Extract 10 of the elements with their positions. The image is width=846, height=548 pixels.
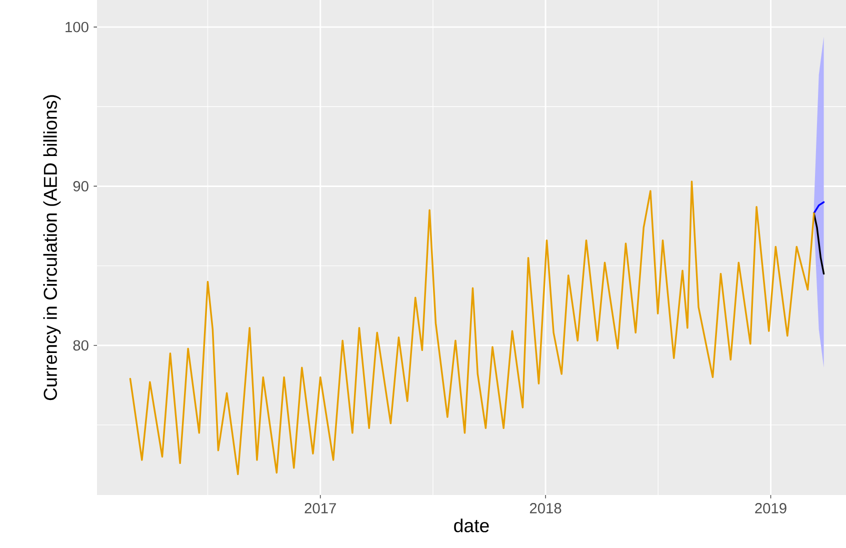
x-tick-label: 2018: [530, 503, 562, 514]
x-tick-label: 2017: [304, 503, 336, 514]
x-axis-title: date: [454, 518, 489, 532]
y-tick-label: 100: [66, 22, 88, 32]
x-tick-label: 2019: [755, 503, 786, 514]
y-tick-label: 90: [73, 181, 88, 192]
line-series: [129, 180, 815, 476]
y-axis-title: Currency in Circulation (AED billions): [43, 95, 61, 400]
y-tick-label: 80: [73, 340, 88, 351]
line-series: [813, 212, 825, 275]
